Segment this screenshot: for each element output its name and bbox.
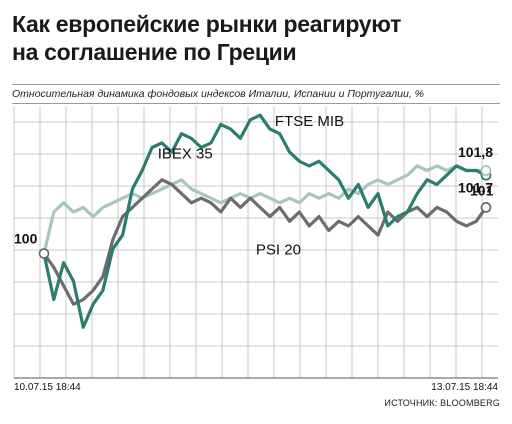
series-line-ibex-35 <box>42 164 488 256</box>
title-divider <box>12 84 500 85</box>
end-marker-psi-20 <box>480 202 492 213</box>
end-value-label-ibex-35: 101,7 <box>458 180 493 196</box>
chart-title-line2: на соглашение по Греции <box>12 39 297 65</box>
series-line-ftse-mib <box>42 113 488 329</box>
subtitle-divider <box>12 103 500 104</box>
series-name-label-ibex-35: IBEX 35 <box>158 145 213 162</box>
start-value-label: 100 <box>14 231 38 247</box>
start-marker <box>38 248 50 259</box>
chart-title-line1: Как европейские рынки реагируют <box>12 11 402 37</box>
end-marker-ibex-35 <box>480 165 492 176</box>
x-axis-start-label: 10.07.15 18:44 <box>14 382 81 393</box>
source-label: ИСТОЧНИК: BLOOMBERG <box>384 398 500 408</box>
series-line-psi-20 <box>42 178 488 306</box>
chart-subtitle: Относительная динамика фондовых индексов… <box>12 88 424 100</box>
series-name-label-ftse-mib: FTSE MIB <box>275 113 344 130</box>
chart-title: Как европейские рынки реагируют на согла… <box>12 10 502 66</box>
x-axis-end-label: 13.07.15 18:44 <box>431 382 498 393</box>
end-value-label-ftse-mib: 101,8 <box>458 144 493 160</box>
series-name-label-psi-20: PSI 20 <box>256 242 301 259</box>
end-value-label-psi-20: 101 <box>470 182 494 198</box>
